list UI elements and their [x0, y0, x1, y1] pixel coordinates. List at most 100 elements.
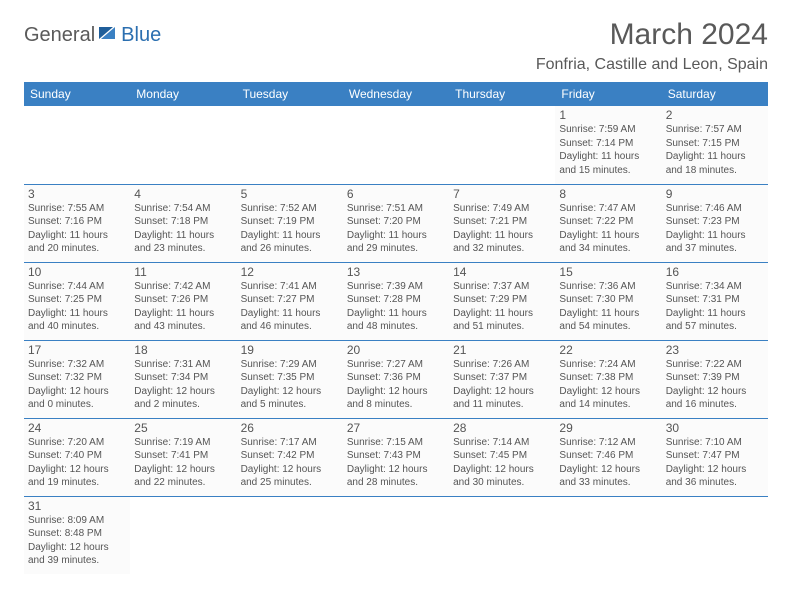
day-info: Sunrise: 7:52 AMSunset: 7:19 PMDaylight:…: [241, 202, 339, 256]
calendar-cell: [237, 496, 343, 574]
day-info: Sunrise: 7:17 AMSunset: 7:42 PMDaylight:…: [241, 436, 339, 490]
flag-icon: [99, 25, 119, 46]
logo: General Blue: [24, 24, 161, 47]
day-info: Sunrise: 7:31 AMSunset: 7:34 PMDaylight:…: [134, 358, 232, 412]
day-number: 14: [453, 265, 551, 279]
calendar-cell: 3Sunrise: 7:55 AMSunset: 7:16 PMDaylight…: [24, 184, 130, 262]
calendar-row: 1Sunrise: 7:59 AMSunset: 7:14 PMDaylight…: [24, 106, 768, 184]
header: General Blue March 2024 Fonfria, Castill…: [24, 18, 768, 74]
day-info: Sunrise: 7:22 AMSunset: 7:39 PMDaylight:…: [666, 358, 764, 412]
calendar-cell: 21Sunrise: 7:26 AMSunset: 7:37 PMDayligh…: [449, 340, 555, 418]
day-info: Sunrise: 7:14 AMSunset: 7:45 PMDaylight:…: [453, 436, 551, 490]
calendar-cell: 19Sunrise: 7:29 AMSunset: 7:35 PMDayligh…: [237, 340, 343, 418]
calendar-cell: 29Sunrise: 7:12 AMSunset: 7:46 PMDayligh…: [555, 418, 661, 496]
day-info: Sunrise: 7:20 AMSunset: 7:40 PMDaylight:…: [28, 436, 126, 490]
day-number: 28: [453, 421, 551, 435]
day-info: Sunrise: 7:46 AMSunset: 7:23 PMDaylight:…: [666, 202, 764, 256]
day-info: Sunrise: 7:51 AMSunset: 7:20 PMDaylight:…: [347, 202, 445, 256]
day-info: Sunrise: 7:10 AMSunset: 7:47 PMDaylight:…: [666, 436, 764, 490]
calendar-cell: 12Sunrise: 7:41 AMSunset: 7:27 PMDayligh…: [237, 262, 343, 340]
day-number: 1: [559, 108, 657, 122]
day-info: Sunrise: 7:59 AMSunset: 7:14 PMDaylight:…: [559, 123, 657, 177]
calendar-cell: 1Sunrise: 7:59 AMSunset: 7:14 PMDaylight…: [555, 106, 661, 184]
day-number: 17: [28, 343, 126, 357]
calendar-table: Sunday Monday Tuesday Wednesday Thursday…: [24, 82, 768, 574]
day-number: 13: [347, 265, 445, 279]
day-number: 18: [134, 343, 232, 357]
calendar-cell: [237, 106, 343, 184]
calendar-cell: [130, 496, 236, 574]
day-number: 26: [241, 421, 339, 435]
calendar-cell: 14Sunrise: 7:37 AMSunset: 7:29 PMDayligh…: [449, 262, 555, 340]
calendar-row: 24Sunrise: 7:20 AMSunset: 7:40 PMDayligh…: [24, 418, 768, 496]
day-number: 30: [666, 421, 764, 435]
day-info: Sunrise: 7:37 AMSunset: 7:29 PMDaylight:…: [453, 280, 551, 334]
calendar-cell: 17Sunrise: 7:32 AMSunset: 7:32 PMDayligh…: [24, 340, 130, 418]
calendar-cell: 20Sunrise: 7:27 AMSunset: 7:36 PMDayligh…: [343, 340, 449, 418]
day-info: Sunrise: 7:24 AMSunset: 7:38 PMDaylight:…: [559, 358, 657, 412]
calendar-cell: 10Sunrise: 7:44 AMSunset: 7:25 PMDayligh…: [24, 262, 130, 340]
day-number: 22: [559, 343, 657, 357]
day-number: 16: [666, 265, 764, 279]
day-info: Sunrise: 7:29 AMSunset: 7:35 PMDaylight:…: [241, 358, 339, 412]
calendar-row: 10Sunrise: 7:44 AMSunset: 7:25 PMDayligh…: [24, 262, 768, 340]
calendar-cell: 13Sunrise: 7:39 AMSunset: 7:28 PMDayligh…: [343, 262, 449, 340]
day-number: 3: [28, 187, 126, 201]
day-info: Sunrise: 7:55 AMSunset: 7:16 PMDaylight:…: [28, 202, 126, 256]
calendar-cell: 30Sunrise: 7:10 AMSunset: 7:47 PMDayligh…: [662, 418, 768, 496]
day-number: 5: [241, 187, 339, 201]
calendar-cell: [343, 106, 449, 184]
day-number: 2: [666, 108, 764, 122]
location-text: Fonfria, Castille and Leon, Spain: [536, 56, 768, 74]
day-info: Sunrise: 7:57 AMSunset: 7:15 PMDaylight:…: [666, 123, 764, 177]
day-number: 7: [453, 187, 551, 201]
day-number: 23: [666, 343, 764, 357]
calendar-cell: 27Sunrise: 7:15 AMSunset: 7:43 PMDayligh…: [343, 418, 449, 496]
calendar-cell: 7Sunrise: 7:49 AMSunset: 7:21 PMDaylight…: [449, 184, 555, 262]
day-info: Sunrise: 7:12 AMSunset: 7:46 PMDaylight:…: [559, 436, 657, 490]
calendar-cell: [130, 106, 236, 184]
day-number: 31: [28, 499, 126, 513]
day-info: Sunrise: 8:09 AMSunset: 8:48 PMDaylight:…: [28, 514, 126, 568]
col-monday: Monday: [130, 82, 236, 106]
calendar-cell: 25Sunrise: 7:19 AMSunset: 7:41 PMDayligh…: [130, 418, 236, 496]
day-info: Sunrise: 7:42 AMSunset: 7:26 PMDaylight:…: [134, 280, 232, 334]
day-info: Sunrise: 7:47 AMSunset: 7:22 PMDaylight:…: [559, 202, 657, 256]
col-saturday: Saturday: [662, 82, 768, 106]
day-info: Sunrise: 7:34 AMSunset: 7:31 PMDaylight:…: [666, 280, 764, 334]
calendar-cell: 22Sunrise: 7:24 AMSunset: 7:38 PMDayligh…: [555, 340, 661, 418]
calendar-cell: 11Sunrise: 7:42 AMSunset: 7:26 PMDayligh…: [130, 262, 236, 340]
day-number: 8: [559, 187, 657, 201]
calendar-row: 17Sunrise: 7:32 AMSunset: 7:32 PMDayligh…: [24, 340, 768, 418]
day-number: 6: [347, 187, 445, 201]
day-number: 12: [241, 265, 339, 279]
day-number: 9: [666, 187, 764, 201]
calendar-cell: [24, 106, 130, 184]
logo-text-general: General: [24, 24, 95, 47]
calendar-cell: [555, 496, 661, 574]
calendar-cell: 18Sunrise: 7:31 AMSunset: 7:34 PMDayligh…: [130, 340, 236, 418]
col-tuesday: Tuesday: [237, 82, 343, 106]
calendar-cell: [449, 496, 555, 574]
day-number: 4: [134, 187, 232, 201]
day-info: Sunrise: 7:49 AMSunset: 7:21 PMDaylight:…: [453, 202, 551, 256]
col-wednesday: Wednesday: [343, 82, 449, 106]
day-info: Sunrise: 7:26 AMSunset: 7:37 PMDaylight:…: [453, 358, 551, 412]
col-sunday: Sunday: [24, 82, 130, 106]
day-info: Sunrise: 7:44 AMSunset: 7:25 PMDaylight:…: [28, 280, 126, 334]
day-info: Sunrise: 7:19 AMSunset: 7:41 PMDaylight:…: [134, 436, 232, 490]
calendar-cell: 15Sunrise: 7:36 AMSunset: 7:30 PMDayligh…: [555, 262, 661, 340]
calendar-cell: 5Sunrise: 7:52 AMSunset: 7:19 PMDaylight…: [237, 184, 343, 262]
calendar-cell: 9Sunrise: 7:46 AMSunset: 7:23 PMDaylight…: [662, 184, 768, 262]
calendar-cell: 4Sunrise: 7:54 AMSunset: 7:18 PMDaylight…: [130, 184, 236, 262]
col-friday: Friday: [555, 82, 661, 106]
day-info: Sunrise: 7:36 AMSunset: 7:30 PMDaylight:…: [559, 280, 657, 334]
calendar-cell: 24Sunrise: 7:20 AMSunset: 7:40 PMDayligh…: [24, 418, 130, 496]
calendar-cell: 8Sunrise: 7:47 AMSunset: 7:22 PMDaylight…: [555, 184, 661, 262]
calendar-cell: 28Sunrise: 7:14 AMSunset: 7:45 PMDayligh…: [449, 418, 555, 496]
calendar-cell: 2Sunrise: 7:57 AMSunset: 7:15 PMDaylight…: [662, 106, 768, 184]
calendar-cell: 6Sunrise: 7:51 AMSunset: 7:20 PMDaylight…: [343, 184, 449, 262]
day-number: 27: [347, 421, 445, 435]
page-title: March 2024: [536, 18, 768, 52]
day-info: Sunrise: 7:27 AMSunset: 7:36 PMDaylight:…: [347, 358, 445, 412]
